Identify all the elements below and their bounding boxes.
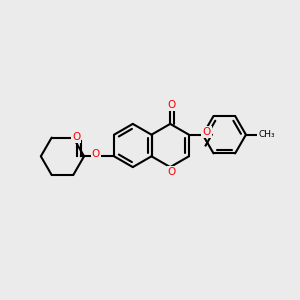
Text: O: O [72,132,80,142]
Text: O: O [168,167,176,177]
Text: O: O [92,149,100,159]
Text: CH₃: CH₃ [258,130,275,139]
Text: O: O [202,127,211,137]
Text: O: O [168,100,176,110]
